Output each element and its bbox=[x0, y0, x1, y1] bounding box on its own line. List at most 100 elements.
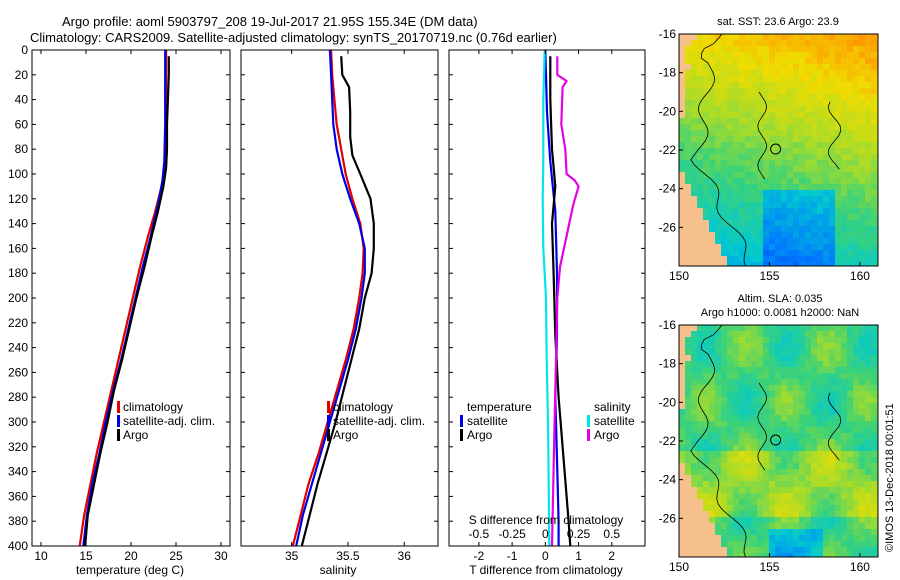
map-cell bbox=[685, 112, 691, 118]
map-cell bbox=[829, 427, 835, 433]
map-cell bbox=[847, 427, 853, 433]
map-cell bbox=[799, 34, 805, 40]
map-cell bbox=[727, 40, 733, 46]
map-cell bbox=[733, 196, 739, 202]
map-cell bbox=[745, 331, 751, 337]
map-cell bbox=[823, 190, 829, 196]
map-cell bbox=[871, 184, 877, 190]
map-cell bbox=[757, 439, 763, 445]
map-cell bbox=[871, 88, 877, 94]
map-cell bbox=[745, 367, 751, 373]
map-cell bbox=[835, 415, 841, 421]
map-cell bbox=[769, 64, 775, 70]
map-cell bbox=[841, 160, 847, 166]
map-cell bbox=[781, 196, 787, 202]
map-cell bbox=[727, 262, 733, 266]
map-cell bbox=[811, 529, 817, 535]
map-cell bbox=[709, 70, 715, 76]
map-cell bbox=[829, 94, 835, 100]
map-cell bbox=[751, 52, 757, 58]
map-cell bbox=[745, 439, 751, 445]
map-cell bbox=[751, 511, 757, 517]
legend-swatch-argo bbox=[117, 429, 120, 441]
map-cell bbox=[829, 451, 835, 457]
map-cell bbox=[715, 256, 721, 262]
map-cell bbox=[745, 511, 751, 517]
map-cell bbox=[781, 403, 787, 409]
map-cell bbox=[787, 547, 793, 553]
map-cell bbox=[841, 487, 847, 493]
map-cell bbox=[685, 130, 691, 136]
map-cell bbox=[787, 355, 793, 361]
map-cell bbox=[769, 196, 775, 202]
map-cell bbox=[733, 523, 739, 529]
map-cell bbox=[835, 64, 841, 70]
map-cell bbox=[865, 337, 871, 343]
map-cell bbox=[727, 385, 733, 391]
map-cell bbox=[691, 160, 697, 166]
map-cell bbox=[829, 433, 835, 439]
map-cell bbox=[679, 124, 685, 130]
map-cell bbox=[739, 184, 745, 190]
map-cell bbox=[781, 202, 787, 208]
map-cell bbox=[685, 481, 691, 487]
map-cell bbox=[853, 250, 859, 256]
map-cell bbox=[685, 148, 691, 154]
map-cell bbox=[787, 361, 793, 367]
map-cell bbox=[697, 136, 703, 142]
map-cell bbox=[865, 505, 871, 511]
map-cell bbox=[769, 535, 775, 541]
map-cell bbox=[781, 367, 787, 373]
map-cell bbox=[703, 361, 709, 367]
map-cell bbox=[697, 250, 703, 256]
map-cell bbox=[739, 445, 745, 451]
map-cell bbox=[859, 244, 865, 250]
map-cell bbox=[763, 232, 769, 238]
map-cell bbox=[805, 541, 811, 547]
map-cell bbox=[823, 220, 829, 226]
map-cell bbox=[715, 463, 721, 469]
map-cell bbox=[859, 331, 865, 337]
map-cell bbox=[871, 196, 877, 202]
map-cell bbox=[757, 541, 763, 547]
map-cell bbox=[811, 445, 817, 451]
map-cell bbox=[865, 541, 871, 547]
map-cell bbox=[757, 118, 763, 124]
map-cell bbox=[721, 46, 727, 52]
map-cell bbox=[703, 547, 709, 553]
map-cell bbox=[817, 439, 823, 445]
map-cell bbox=[835, 457, 841, 463]
map-cell bbox=[865, 367, 871, 373]
map-cell bbox=[799, 52, 805, 58]
map-cell bbox=[853, 487, 859, 493]
map-cell bbox=[853, 505, 859, 511]
map-cell bbox=[853, 220, 859, 226]
map-cell bbox=[745, 46, 751, 52]
map-cell bbox=[865, 463, 871, 469]
map-cell bbox=[703, 469, 709, 475]
map-cell bbox=[823, 463, 829, 469]
map-cell bbox=[727, 535, 733, 541]
map-cell bbox=[853, 148, 859, 154]
map-cell bbox=[769, 427, 775, 433]
map-cell bbox=[835, 250, 841, 256]
map-cell bbox=[697, 541, 703, 547]
map-cell bbox=[715, 355, 721, 361]
map-cell bbox=[847, 34, 853, 40]
map-cell bbox=[775, 130, 781, 136]
map-cell bbox=[715, 112, 721, 118]
map-cell bbox=[715, 124, 721, 130]
map-cell bbox=[859, 64, 865, 70]
map-cell bbox=[721, 367, 727, 373]
map-cell bbox=[697, 511, 703, 517]
map-cell bbox=[805, 166, 811, 172]
map-cell bbox=[847, 469, 853, 475]
x-tick-label: 35.5 bbox=[336, 549, 360, 563]
map-cell bbox=[823, 409, 829, 415]
map-cell bbox=[679, 511, 685, 517]
map-cell bbox=[865, 148, 871, 154]
map-cell bbox=[859, 70, 865, 76]
map-cell bbox=[811, 40, 817, 46]
map-cell bbox=[703, 331, 709, 337]
map-cell bbox=[721, 511, 727, 517]
